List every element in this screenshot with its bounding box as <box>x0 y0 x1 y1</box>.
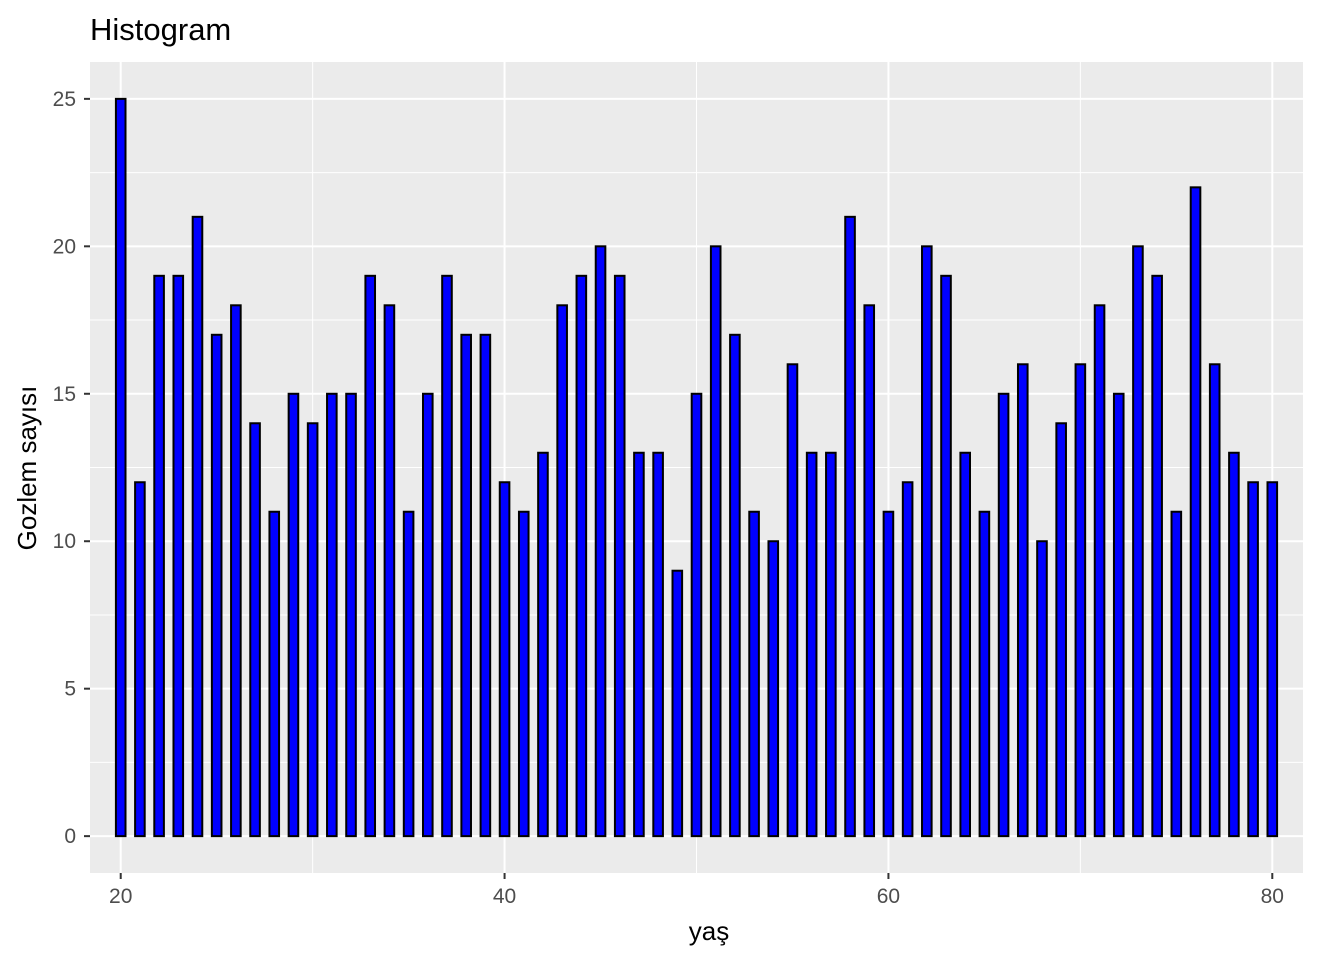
bar <box>786 363 799 838</box>
bar <box>134 481 146 838</box>
y-tick-label: 25 <box>53 88 76 111</box>
bar <box>575 274 588 838</box>
bar <box>1036 540 1048 838</box>
bar <box>172 274 185 838</box>
bar <box>114 97 127 838</box>
bar <box>153 274 165 838</box>
bar <box>210 333 223 838</box>
bar <box>517 510 530 838</box>
bars <box>114 97 1279 838</box>
bar <box>364 274 377 838</box>
bar <box>249 422 261 838</box>
chart-title: Histogram <box>90 12 231 47</box>
bar <box>1016 363 1029 838</box>
bar <box>1112 392 1125 838</box>
y-tick-label: 5 <box>64 678 76 701</box>
y-axis: 0 5 10 15 20 25 <box>53 88 90 848</box>
bar <box>1132 245 1144 838</box>
bar <box>537 451 549 838</box>
bar <box>767 540 780 838</box>
bar <box>498 481 511 838</box>
bar <box>191 215 204 838</box>
bar <box>1247 481 1259 838</box>
x-axis-title: yaş <box>689 916 729 946</box>
bar <box>1208 363 1221 838</box>
bar <box>844 215 856 838</box>
bar <box>882 510 895 838</box>
x-tick-label: 20 <box>109 885 132 908</box>
bar <box>1151 274 1163 838</box>
bar <box>805 451 818 838</box>
bar <box>1189 186 1202 838</box>
bar <box>383 304 396 838</box>
bar <box>460 333 472 838</box>
bar <box>921 245 933 838</box>
bar <box>978 510 991 838</box>
bar <box>652 451 664 838</box>
y-axis-title: Gozlem sayısı <box>12 386 42 551</box>
bar <box>671 569 684 838</box>
bar <box>287 392 300 838</box>
y-tick-label: 15 <box>53 383 76 406</box>
bar <box>326 392 338 838</box>
bar <box>402 510 415 838</box>
bar <box>556 304 568 838</box>
bar <box>633 451 645 838</box>
bar <box>748 510 760 838</box>
bar <box>1055 422 1067 838</box>
bar <box>1266 481 1279 838</box>
bar <box>441 274 453 838</box>
y-tick-label: 10 <box>53 530 76 553</box>
bar <box>1228 451 1240 838</box>
bar <box>940 274 952 838</box>
bar <box>230 304 242 838</box>
x-tick-label: 60 <box>877 885 900 908</box>
bar <box>594 245 607 838</box>
bar <box>997 392 1010 838</box>
bar <box>613 274 626 838</box>
y-tick-label: 0 <box>64 825 76 848</box>
bar <box>709 245 722 838</box>
bar <box>825 451 837 838</box>
bar <box>479 333 492 838</box>
bar <box>268 510 281 838</box>
bar <box>421 392 434 838</box>
bar <box>959 451 972 838</box>
bar <box>901 481 914 838</box>
bar <box>306 422 319 838</box>
bar <box>1170 510 1183 838</box>
bar <box>345 392 357 838</box>
x-tick-label: 80 <box>1261 885 1284 908</box>
bar <box>863 304 876 838</box>
x-axis: 20 40 60 80 <box>109 873 1284 908</box>
bar <box>1074 363 1087 838</box>
bar <box>690 392 703 838</box>
bar <box>729 333 741 838</box>
y-tick-label: 20 <box>53 235 76 258</box>
x-tick-label: 40 <box>493 885 516 908</box>
bar <box>1093 304 1106 838</box>
